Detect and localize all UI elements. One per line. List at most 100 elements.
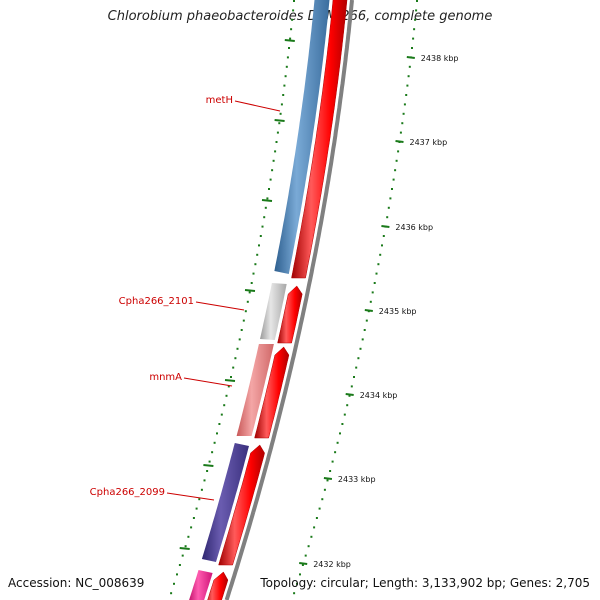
gene-block-Cpha266_2101 [260, 283, 287, 340]
inner-ring-dot [236, 347, 239, 350]
inner-ring-dot [232, 366, 235, 369]
minor-tick [391, 188, 393, 190]
minor-tick [341, 423, 344, 425]
minor-tick [394, 169, 397, 172]
inner-ring-dot [263, 216, 266, 219]
minor-tick [377, 263, 380, 266]
inner-ring-dot [290, 28, 293, 31]
inner-ring-dot [261, 225, 264, 228]
minor-tick [395, 159, 398, 162]
inner-ring-dot [213, 441, 216, 444]
minor-tick [334, 451, 337, 454]
genome-summary-text: Topology: circular; Length: 3,133,902 bp… [260, 576, 590, 590]
inner-ring-dot [276, 131, 279, 134]
inner-ring-tick [203, 464, 214, 467]
minor-tick [363, 329, 366, 331]
minor-tick [386, 216, 389, 219]
inner-ring-dot [211, 451, 214, 454]
inner-ring-dot [275, 141, 278, 143]
minor-tick [350, 385, 353, 388]
inner-ring-dot [252, 272, 255, 275]
minor-tick [407, 75, 410, 78]
minor-tick [299, 573, 301, 576]
cds-arrow-3 [254, 346, 290, 439]
inner-ring-tick [261, 199, 273, 202]
gene-label-Cpha266_2099: Cpha266_2099 [90, 487, 165, 498]
inner-ring-dot [206, 470, 209, 472]
minor-tick [405, 94, 408, 96]
major-tick [345, 393, 354, 396]
inner-ring-dot [223, 404, 226, 407]
minor-tick [304, 554, 307, 557]
minor-tick [406, 84, 409, 87]
minor-tick [382, 235, 385, 237]
minor-tick [346, 404, 349, 407]
minor-tick [323, 488, 326, 491]
inner-ring-dot [195, 507, 198, 510]
inner-ring-dot [250, 282, 253, 284]
minor-tick [336, 441, 339, 444]
inner-ring-dot [269, 178, 272, 181]
gene-label-leader [234, 100, 281, 112]
major-tick [299, 562, 308, 565]
minor-tick [313, 526, 316, 529]
inner-ring-dot [266, 197, 269, 200]
cds-arrow-4 [218, 444, 265, 566]
minor-tick [415, 9, 418, 12]
inner-ring-dot [240, 329, 243, 331]
inner-ring-dot [279, 112, 282, 115]
gene-block-metH [274, 0, 330, 274]
inner-ring-dot [220, 413, 223, 416]
minor-tick [371, 291, 374, 294]
minor-tick [353, 376, 355, 378]
inner-ring-dot [170, 592, 173, 595]
cds-arrow-1 [291, 0, 348, 279]
minor-tick [329, 470, 332, 472]
gene-label-metH: metH [206, 95, 233, 106]
inner-ring-dot [238, 338, 241, 341]
minor-tick [389, 197, 392, 200]
inner-ring-dot [293, 0, 295, 2]
inner-ring-dot [187, 535, 190, 538]
inner-ring-dot [200, 488, 203, 491]
inner-ring-dot [192, 517, 195, 519]
minor-tick [343, 413, 346, 416]
inner-ring-dot [292, 9, 295, 12]
minor-tick [361, 338, 364, 341]
inner-ring-dot [283, 84, 286, 87]
inner-ring-dot [244, 310, 247, 313]
minor-tick [387, 206, 390, 209]
minor-tick [392, 178, 395, 181]
inner-ring-dot [248, 291, 251, 294]
cds-arrow-5 [207, 571, 229, 600]
minor-tick [369, 300, 372, 303]
inner-ring-dot [258, 244, 260, 247]
inner-ring-tick [274, 119, 285, 122]
inner-ring-dot [216, 432, 218, 435]
gene-label-leader [195, 301, 245, 311]
minor-tick [310, 535, 313, 538]
tick-label: 2436 kbp [395, 223, 433, 232]
minor-tick [379, 253, 382, 256]
minor-tick [401, 122, 404, 125]
minor-tick [293, 592, 296, 595]
minor-tick [375, 272, 378, 275]
inner-ring-dot [176, 573, 178, 576]
inner-ring-dot [227, 385, 230, 388]
tick-label: 2435 kbp [379, 307, 417, 316]
minor-tick [296, 582, 298, 585]
inner-ring-dot [272, 159, 275, 162]
inner-ring-dot [256, 253, 259, 256]
minor-tick [357, 357, 360, 360]
gene-label-leader [166, 492, 215, 501]
inner-ring-dot [173, 582, 175, 585]
inner-ring-dot [280, 103, 283, 106]
tick-label: 2434 kbp [360, 391, 398, 400]
minor-tick [416, 0, 418, 2]
inner-ring-dot [259, 235, 262, 237]
inner-ring-dot [208, 460, 211, 463]
inner-ring-dot [285, 65, 288, 68]
inner-ring-dot [203, 479, 206, 482]
minor-tick [403, 103, 406, 106]
